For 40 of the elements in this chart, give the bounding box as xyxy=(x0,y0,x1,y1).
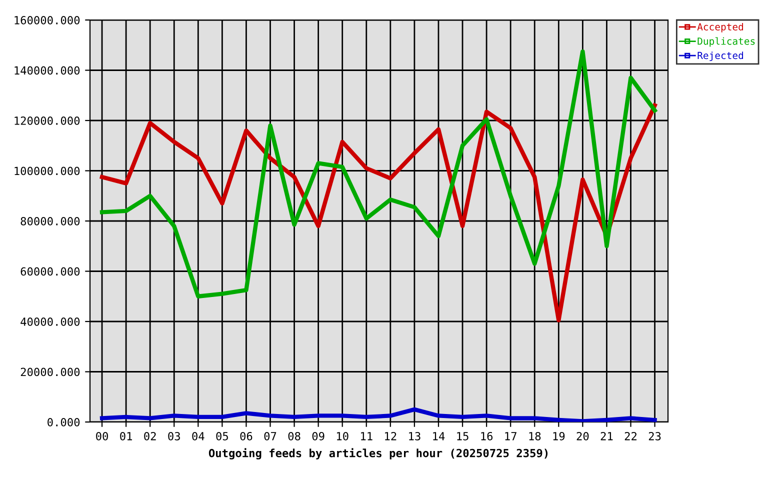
x-tick-label: 11 xyxy=(361,432,372,440)
x-tick-label: 19 xyxy=(553,432,565,440)
y-tick-label: 80000.000 xyxy=(20,217,80,226)
x-tick-label: 22 xyxy=(624,432,636,440)
x-tick-label: 01 xyxy=(120,432,132,440)
y-tick-label: 40000.000 xyxy=(20,318,80,326)
x-tick-label: 03 xyxy=(168,432,180,440)
x-tick-label: 07 xyxy=(264,432,276,440)
line-series xyxy=(100,407,657,422)
line-series xyxy=(100,103,657,322)
line-series xyxy=(100,49,657,298)
x-tick-label: 09 xyxy=(312,432,324,440)
x-tick-label: 00 xyxy=(96,432,108,440)
y-tick-label: 140000.000 xyxy=(14,66,80,75)
y-tick-label: 0.000 xyxy=(48,418,80,426)
y-tick-label: 60000.000 xyxy=(20,267,80,276)
x-tick-label: 23 xyxy=(648,432,661,440)
y-tick-label: 20000.000 xyxy=(20,368,80,376)
y-tick-label: 120000.000 xyxy=(14,116,80,125)
x-tick-label: 08 xyxy=(288,432,300,440)
x-tick-label: 02 xyxy=(144,432,156,440)
x-tick-label: 06 xyxy=(240,432,252,440)
x-tick-label: 14 xyxy=(433,432,445,440)
y-tick-label: 160000.000 xyxy=(14,16,80,24)
legend-label: Duplicates xyxy=(698,37,755,47)
x-tick-label: 21 xyxy=(600,432,613,440)
x-tick-label: 10 xyxy=(336,432,348,440)
y-tick-label: 100000.000 xyxy=(14,166,80,176)
x-tick-label: 17 xyxy=(505,432,516,440)
legend-label: Accepted xyxy=(697,22,744,32)
x-tick-label: 18 xyxy=(529,432,541,440)
legend-label: Rejected xyxy=(698,52,744,62)
x-axis-title: Outgoing feeds by articles per hour (20250725 2359) xyxy=(208,448,548,460)
x-tick-label: 04 xyxy=(192,432,204,440)
x-tick-label: 12 xyxy=(385,432,396,440)
x-tick-label: 20 xyxy=(576,432,589,440)
x-tick-label: 15 xyxy=(457,432,468,440)
x-tick-label: 13 xyxy=(409,432,420,440)
x-tick-label: 16 xyxy=(481,432,493,440)
x-tick-label: 05 xyxy=(216,432,228,440)
